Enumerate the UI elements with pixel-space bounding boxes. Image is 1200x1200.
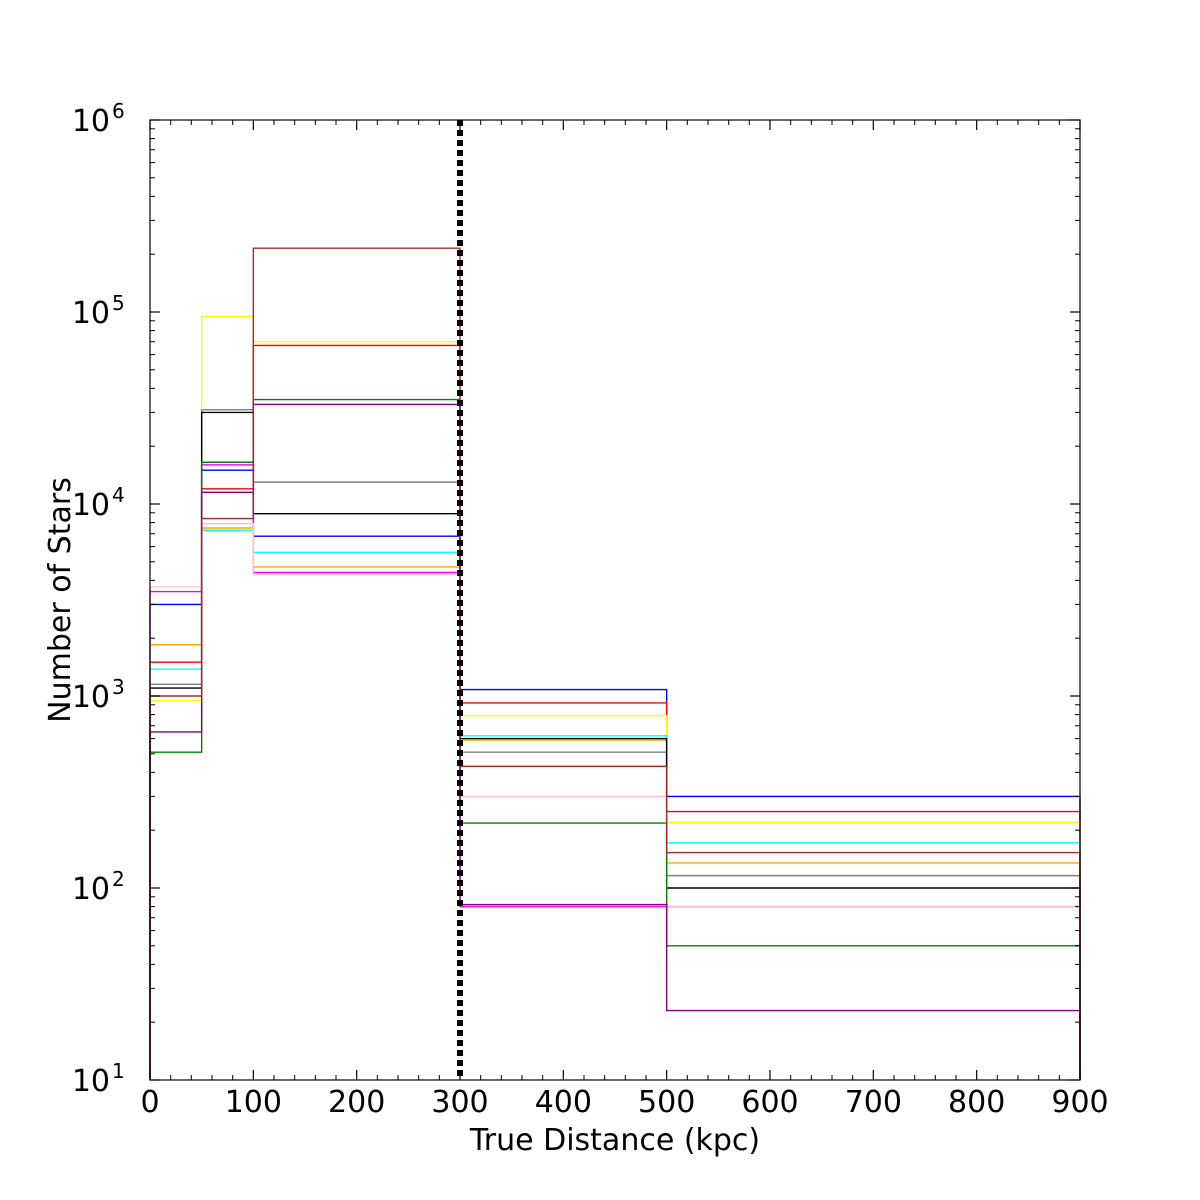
y-tick-label-exponent: 5	[112, 291, 125, 315]
y-tick-label: 10	[72, 104, 110, 139]
series-12-step	[149, 247, 1081, 1080]
series-4-step	[149, 529, 1081, 1080]
series-10-step	[149, 398, 1081, 1080]
y-tick-label-exponent: 2	[112, 867, 125, 891]
series-11-step	[149, 403, 1081, 1080]
series-9-step	[149, 522, 1081, 1080]
y-tick-label: 10	[72, 296, 110, 331]
x-tick-label: 500	[638, 1085, 695, 1120]
x-tick-label: 800	[948, 1085, 1005, 1120]
x-tick-label: 0	[140, 1085, 159, 1120]
series-layer	[149, 247, 1081, 1080]
x-tick-label: 300	[431, 1085, 488, 1120]
y-tick-label-exponent: 6	[112, 99, 125, 123]
y-tick-label: 10	[72, 680, 110, 715]
ticks-layer	[149, 119, 1081, 1081]
y-axis-label: Number of Stars	[43, 477, 78, 723]
series-7-step	[149, 408, 1081, 1080]
series-3-step	[149, 315, 1081, 1080]
x-tick-label: 100	[225, 1085, 282, 1120]
y-tick-label: 10	[72, 872, 110, 907]
x-tick-label: 600	[741, 1085, 798, 1120]
series-1-step	[149, 469, 1081, 1080]
x-tick-label: 200	[328, 1085, 385, 1120]
x-axis-label: True Distance (kpc)	[469, 1123, 760, 1158]
series-8-step	[149, 411, 1081, 1080]
y-tick-label-exponent: 1	[112, 1059, 125, 1083]
x-tick-label: 700	[845, 1085, 902, 1120]
y-tick-label: 10	[72, 1064, 110, 1099]
x-tick-label: 900	[1051, 1085, 1108, 1120]
y-tick-label: 10	[72, 488, 110, 523]
series-2-step	[149, 344, 1081, 1080]
series-6-step	[149, 527, 1081, 1080]
plot-frame	[149, 119, 1081, 1081]
x-tick-label: 400	[535, 1085, 592, 1120]
y-tick-label-exponent: 3	[112, 675, 125, 699]
y-tick-label-exponent: 4	[112, 483, 125, 507]
